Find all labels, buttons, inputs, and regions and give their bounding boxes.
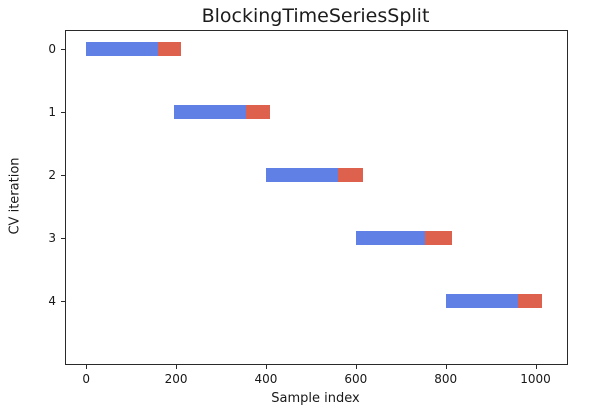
test-bar [517, 294, 543, 309]
x-tick-mark [265, 365, 267, 369]
y-tick-mark [61, 301, 65, 303]
test-bar [337, 168, 363, 183]
x-tick-mark [535, 365, 537, 369]
x-tick-mark [445, 365, 447, 369]
x-tick-label: 1000 [520, 372, 551, 386]
y-tick-label: 1 [48, 105, 56, 120]
y-tick-label: 2 [48, 168, 56, 183]
y-tick-label: 4 [48, 294, 56, 309]
x-tick-label: 200 [164, 372, 188, 386]
x-tick-mark [355, 365, 357, 369]
x-axis-label: Sample index [271, 391, 360, 406]
train-bar [265, 168, 338, 183]
x-tick-label: 400 [254, 372, 278, 386]
test-bar [425, 231, 453, 246]
x-tick-label: 800 [434, 372, 458, 386]
train-bar [355, 231, 426, 246]
y-tick-mark [61, 112, 65, 114]
test-bar [158, 42, 181, 57]
x-tick-mark [86, 365, 88, 369]
x-tick-mark [176, 365, 178, 369]
y-tick-label: 3 [48, 231, 56, 246]
y-axis-label: CV iteration [7, 157, 23, 235]
chart-title: BlockingTimeSeriesSplit [201, 5, 430, 27]
y-tick-mark [61, 238, 65, 240]
train-bar [173, 105, 246, 120]
plot-area: 0 200 400 600 800 1000 0 1 2 3 4 [48, 30, 568, 386]
y-tick-mark [61, 49, 65, 51]
x-tick-label: 600 [344, 372, 368, 386]
y-tick-label: 0 [48, 42, 56, 57]
test-bar [245, 105, 271, 120]
train-bar [86, 42, 159, 57]
y-tick-mark [61, 175, 65, 177]
x-tick-label: 0 [82, 372, 91, 386]
train-bar [445, 294, 518, 309]
